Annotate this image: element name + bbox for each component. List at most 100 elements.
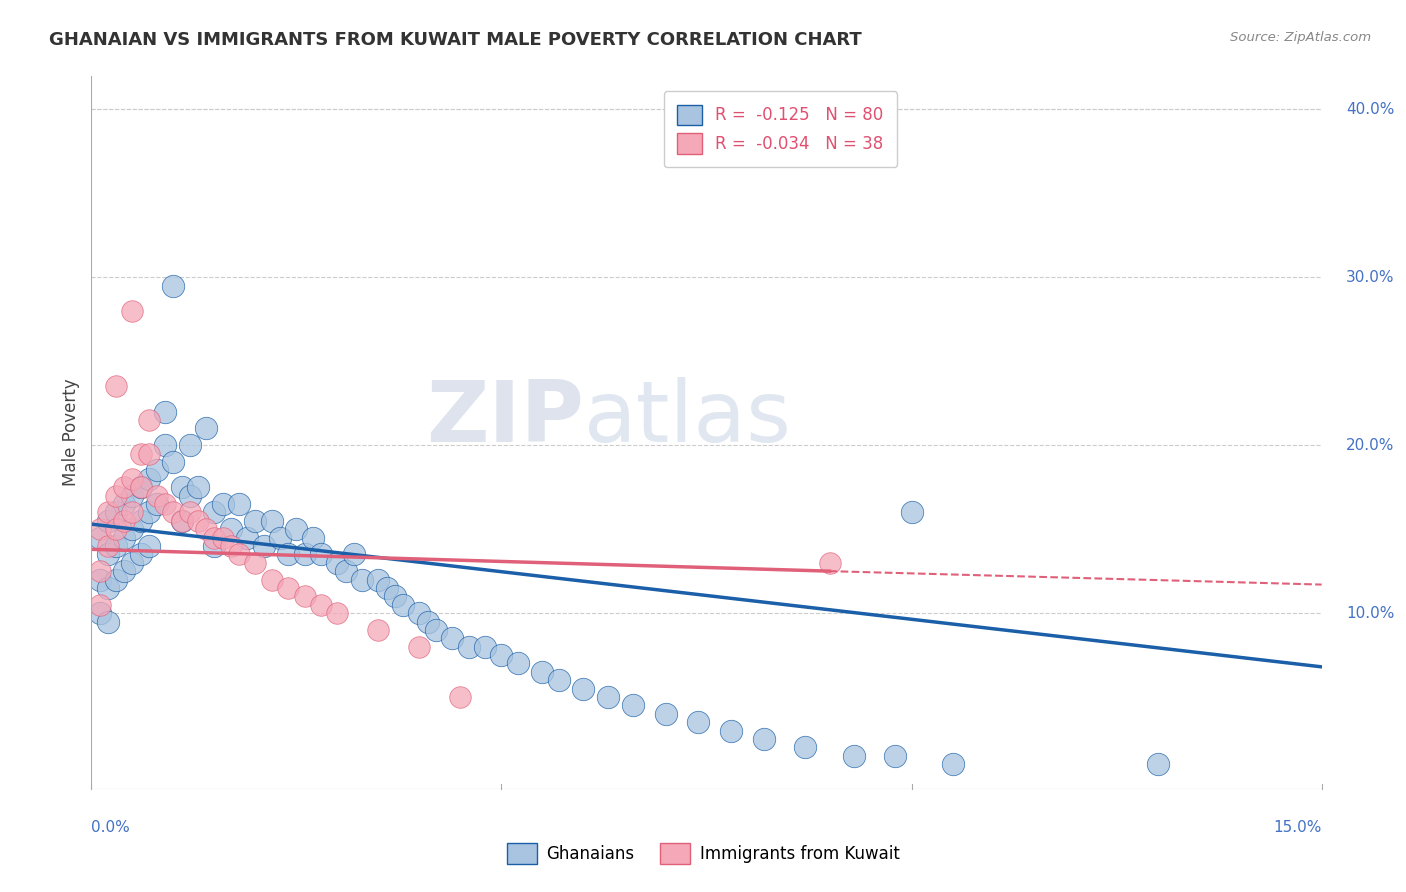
Point xyxy=(97,615,120,629)
Point xyxy=(89,531,111,545)
Point xyxy=(129,547,152,561)
Point xyxy=(1146,757,1168,772)
Text: Source: ZipAtlas.com: Source: ZipAtlas.com xyxy=(1230,31,1371,45)
Point xyxy=(416,615,439,629)
Point xyxy=(596,690,619,704)
Point xyxy=(105,489,127,503)
Point xyxy=(408,640,430,654)
Point xyxy=(752,732,775,747)
Point xyxy=(153,404,177,418)
Point xyxy=(89,573,111,587)
Point xyxy=(211,531,233,545)
Point xyxy=(179,438,201,452)
Point xyxy=(301,531,323,545)
Point xyxy=(162,505,184,519)
Point xyxy=(121,472,143,486)
Legend: Ghanaians, Immigrants from Kuwait: Ghanaians, Immigrants from Kuwait xyxy=(501,837,905,871)
Point xyxy=(162,455,184,469)
Point xyxy=(129,447,152,461)
Point xyxy=(277,581,299,595)
Point xyxy=(121,304,143,318)
Point xyxy=(441,632,464,646)
Point xyxy=(375,581,398,595)
Point xyxy=(138,472,160,486)
Point xyxy=(367,623,389,637)
Point xyxy=(97,547,120,561)
Point xyxy=(352,573,374,587)
Point xyxy=(491,648,513,662)
Point xyxy=(531,665,554,679)
Point xyxy=(121,556,143,570)
Text: 30.0%: 30.0% xyxy=(1347,269,1395,285)
Point xyxy=(129,480,152,494)
Point xyxy=(97,539,120,553)
Text: GHANAIAN VS IMMIGRANTS FROM KUWAIT MALE POVERTY CORRELATION CHART: GHANAIAN VS IMMIGRANTS FROM KUWAIT MALE … xyxy=(49,31,862,49)
Point xyxy=(202,539,225,553)
Point xyxy=(818,556,841,570)
Point xyxy=(138,539,160,553)
Point xyxy=(384,590,406,604)
Point xyxy=(228,497,250,511)
Point xyxy=(219,539,242,553)
Point xyxy=(572,681,595,696)
Point xyxy=(121,522,143,536)
Point xyxy=(211,497,233,511)
Point xyxy=(170,514,193,528)
Point xyxy=(343,547,366,561)
Point xyxy=(269,531,291,545)
Point xyxy=(260,573,283,587)
Point xyxy=(285,522,308,536)
Point xyxy=(138,413,160,427)
Point xyxy=(335,564,357,578)
Point xyxy=(260,514,283,528)
Point xyxy=(89,606,111,620)
Point xyxy=(89,564,111,578)
Point xyxy=(219,522,242,536)
Point xyxy=(187,514,209,528)
Point xyxy=(842,748,865,763)
Point xyxy=(97,505,120,519)
Point xyxy=(720,723,742,738)
Point xyxy=(309,598,332,612)
Point xyxy=(277,547,299,561)
Text: 15.0%: 15.0% xyxy=(1274,820,1322,835)
Point xyxy=(146,497,169,511)
Text: 20.0%: 20.0% xyxy=(1347,438,1395,453)
Point xyxy=(548,673,571,688)
Point xyxy=(793,740,815,755)
Text: 10.0%: 10.0% xyxy=(1347,606,1395,621)
Point xyxy=(408,606,430,620)
Point xyxy=(146,489,169,503)
Y-axis label: Male Poverty: Male Poverty xyxy=(62,379,80,486)
Point xyxy=(245,556,267,570)
Point xyxy=(105,505,127,519)
Point xyxy=(153,438,177,452)
Point xyxy=(187,480,209,494)
Point xyxy=(105,522,127,536)
Point xyxy=(474,640,496,654)
Point xyxy=(326,606,349,620)
Point xyxy=(112,531,135,545)
Point xyxy=(138,505,160,519)
Point xyxy=(89,522,111,536)
Point xyxy=(294,547,316,561)
Point xyxy=(170,514,193,528)
Legend: R =  -0.125   N = 80, R =  -0.034   N = 38: R = -0.125 N = 80, R = -0.034 N = 38 xyxy=(664,91,897,167)
Point xyxy=(97,514,120,528)
Point xyxy=(112,497,135,511)
Point xyxy=(425,623,447,637)
Text: atlas: atlas xyxy=(583,376,792,460)
Point xyxy=(202,531,225,545)
Point xyxy=(506,657,529,671)
Point xyxy=(121,505,143,519)
Text: ZIP: ZIP xyxy=(426,376,583,460)
Point xyxy=(309,547,332,561)
Point xyxy=(253,539,276,553)
Point xyxy=(129,514,152,528)
Point xyxy=(621,698,644,713)
Point xyxy=(900,505,922,519)
Point xyxy=(170,480,193,494)
Point xyxy=(654,706,676,721)
Point xyxy=(179,489,201,503)
Point xyxy=(202,505,225,519)
